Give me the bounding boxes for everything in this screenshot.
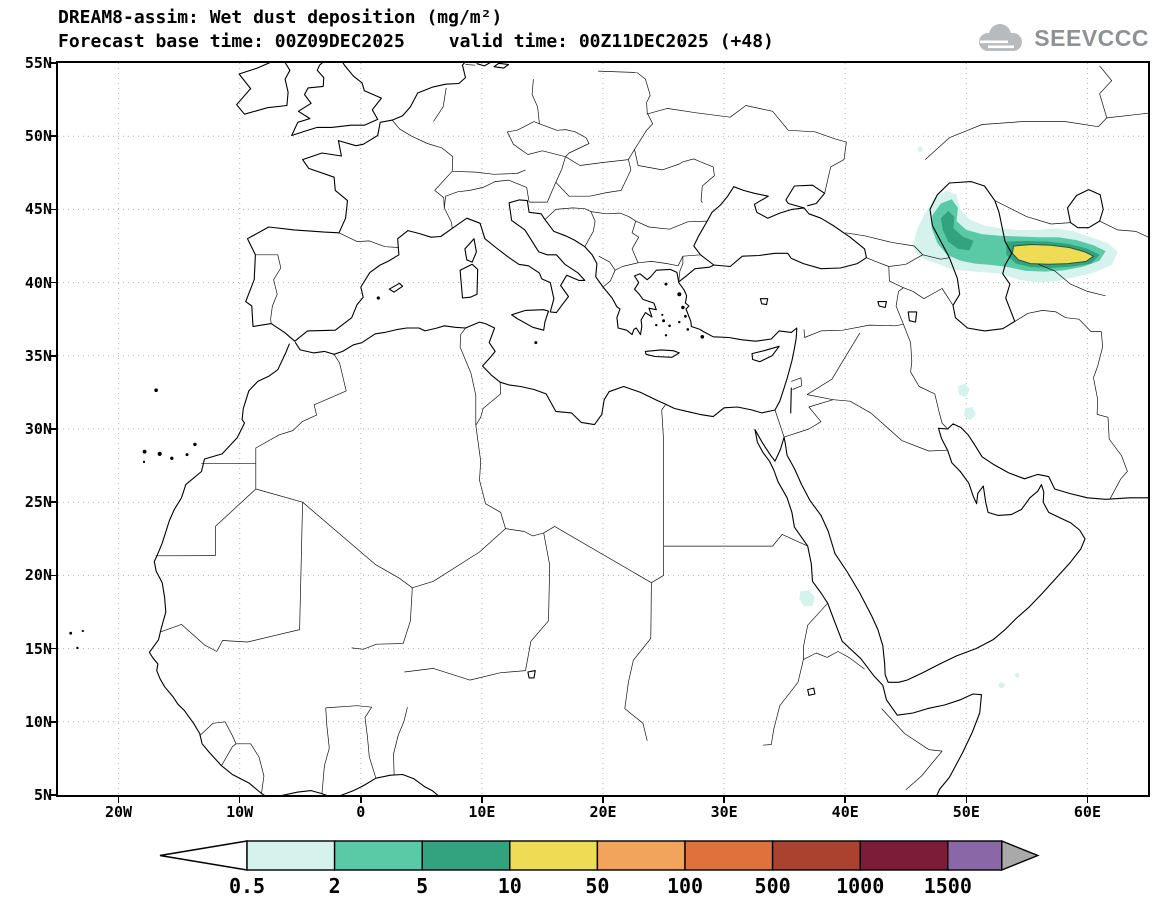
lon-tick-label: 30E xyxy=(710,803,738,821)
page-subtitle: Forecast base time: 00Z09DEC2025 valid ti… xyxy=(58,31,774,52)
coastlines xyxy=(69,63,1148,795)
lat-tick-mark xyxy=(49,135,56,137)
seevccc-logo: SEEVCCC xyxy=(973,22,1149,54)
colorbar-segment xyxy=(333,840,423,871)
lon-tick-mark xyxy=(360,797,362,803)
graticule xyxy=(58,63,1148,795)
lon-tick-mark xyxy=(238,797,241,803)
colorbar xyxy=(159,839,1040,872)
lat-tick-mark xyxy=(49,721,56,723)
lon-tick-label: 20W xyxy=(105,803,133,821)
lat-tick-label: 15N xyxy=(24,639,52,658)
cloud-icon xyxy=(979,24,1023,51)
colorbar-segment xyxy=(947,840,1003,871)
page-title: DREAM8-assim: Wet dust deposition (mg/m²… xyxy=(58,7,503,28)
dust-deposition-layer xyxy=(799,146,1118,689)
lat-tick-mark xyxy=(49,428,56,430)
colorbar-segment xyxy=(246,840,336,871)
lat-tick-mark xyxy=(49,574,56,577)
lat-tick-label: 40N xyxy=(24,273,52,292)
colorbar-tick-label: 10 xyxy=(497,874,522,898)
lat-tick-mark xyxy=(49,62,56,64)
lon-tick-mark xyxy=(844,797,846,803)
colorbar-tick-label: 50 xyxy=(585,874,610,898)
lon-tick-mark xyxy=(965,797,968,803)
colorbar-left-arrow xyxy=(159,840,248,871)
colorbar-tick-label: 500 xyxy=(754,874,791,898)
map-frame xyxy=(56,61,1150,797)
lon-tick-mark xyxy=(1086,797,1089,803)
colorbar-segment xyxy=(421,840,511,871)
lat-tick-mark xyxy=(49,281,56,284)
country-borders xyxy=(155,64,1148,794)
colorbar-right-arrow xyxy=(1001,839,1040,872)
valid-time: valid time: 00Z11DEC2025 (+48) xyxy=(448,31,774,52)
lon-tick-label: 40E xyxy=(831,803,859,821)
lat-tick-mark xyxy=(49,208,56,211)
lat-tick-label: 5N xyxy=(33,786,52,804)
lat-tick-label: 10N xyxy=(24,712,52,731)
map-canvas xyxy=(58,63,1148,795)
forecast-base-time: Forecast base time: 00Z09DEC2025 xyxy=(58,31,405,52)
colorbar-tick-label: 1000 xyxy=(836,874,885,898)
colorbar-segment xyxy=(771,840,861,871)
lon-tick-label: 60E xyxy=(1073,803,1101,821)
lat-tick-label: 35N xyxy=(24,346,52,365)
lat-tick-mark xyxy=(49,647,56,650)
lon-tick-label: 10E xyxy=(468,803,496,821)
colorbar-tick-label: 2 xyxy=(328,874,341,898)
lat-tick-mark xyxy=(49,501,56,503)
lat-tick-mark xyxy=(49,355,56,357)
colorbar-tick-label: 100 xyxy=(666,874,704,898)
colorbar-tick-label: 1500 xyxy=(923,874,972,898)
lat-tick-label: 30N xyxy=(24,420,52,438)
lon-tick-label: 0 xyxy=(356,803,366,821)
lon-tick-label: 50E xyxy=(952,803,980,821)
colorbar-tick-label: 0.5 xyxy=(228,874,266,898)
lat-tick-label: 50N xyxy=(24,127,52,146)
lon-tick-mark xyxy=(723,797,725,803)
colorbar-segment xyxy=(596,840,686,871)
lat-tick-label: 55N xyxy=(24,54,52,72)
colorbar-tick-label: 5 xyxy=(416,874,429,898)
colorbar-segment xyxy=(859,840,949,871)
lon-tick-mark xyxy=(481,797,483,803)
colorbar-segment xyxy=(509,840,599,871)
lat-tick-mark xyxy=(49,794,56,796)
colorbar-segment xyxy=(684,840,774,871)
lon-tick-label: 20E xyxy=(589,803,617,821)
lat-tick-label: 25N xyxy=(24,493,52,512)
lon-tick-label: 10W xyxy=(226,803,254,821)
lat-tick-label: 20N xyxy=(24,566,52,585)
lon-tick-mark xyxy=(602,797,604,803)
lat-tick-label: 45N xyxy=(24,200,52,219)
logo-text: SEEVCCC xyxy=(1034,24,1149,51)
lon-tick-mark xyxy=(117,797,120,803)
